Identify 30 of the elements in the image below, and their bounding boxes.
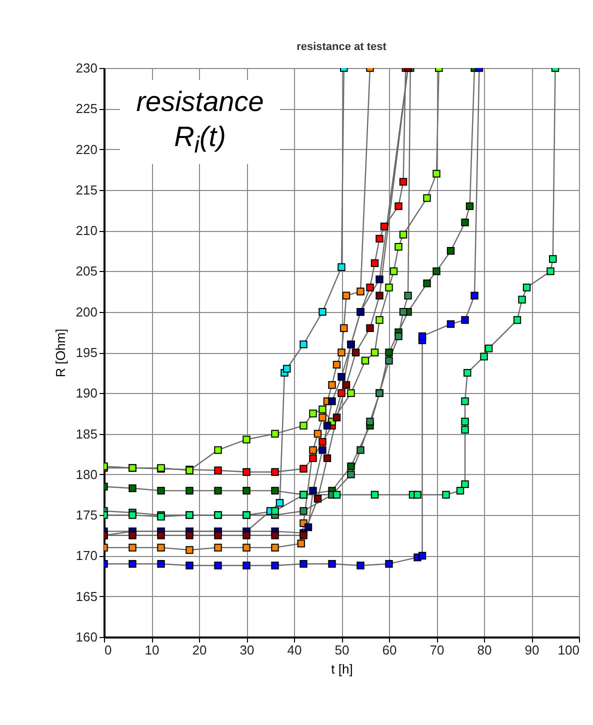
y-tick-label: 180 [76, 466, 98, 482]
y-tick-label: 200 [76, 304, 98, 320]
x-tick-label: 40 [287, 642, 302, 658]
y-tick-label: 185 [76, 426, 98, 442]
y-tick-label: 190 [76, 386, 98, 401]
x-tick-label: 30 [240, 642, 254, 658]
y-tick-label: 175 [76, 508, 98, 523]
x-tick-label: 100 [558, 642, 580, 658]
y-tick-label: 170 [76, 548, 98, 564]
x-tick-label: 50 [334, 642, 350, 658]
x-tick-label: 70 [430, 642, 444, 658]
y-tick-label: 220 [76, 142, 98, 157]
y-tick-label: 210 [76, 223, 98, 238]
x-tick-label: 80 [477, 642, 492, 658]
annotation: resistance R$_{i}$(t) [120, 80, 280, 164]
x-tick-label: 0 [104, 642, 112, 658]
x-axis-title: t [h] [331, 662, 353, 676]
y-axis-title: R [Ohm] [52, 328, 68, 378]
x-tick-label: 10 [144, 642, 160, 658]
y-tick-label: 205 [76, 264, 98, 279]
y-tick-label: 215 [76, 182, 98, 198]
y-tick-label: 195 [76, 345, 98, 360]
x-tick-label: 20 [192, 642, 207, 658]
x-tick-label: 60 [382, 642, 397, 658]
y-tick-label: 230 [76, 60, 98, 76]
y-tick-label: 165 [76, 588, 98, 604]
y-tick-label: 225 [76, 101, 98, 116]
y-tick-label: 160 [76, 630, 98, 644]
x-tick-label: 90 [524, 642, 540, 658]
chart-title: resistance at test [296, 41, 387, 53]
